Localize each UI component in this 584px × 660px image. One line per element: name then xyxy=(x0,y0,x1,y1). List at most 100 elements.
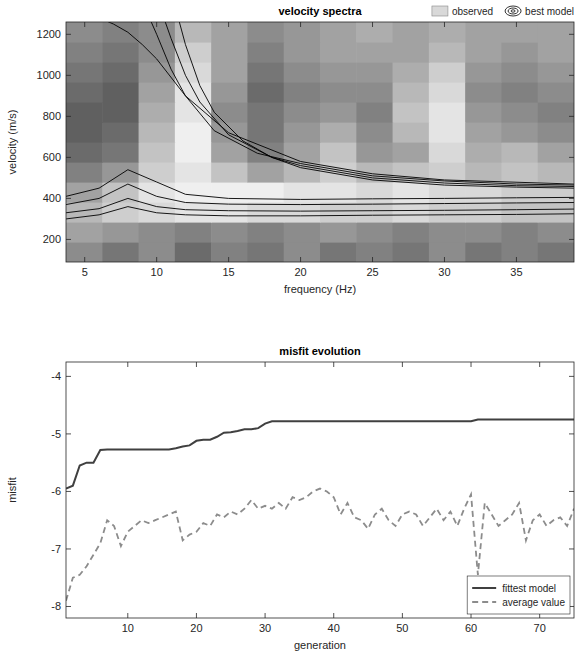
heatmap-cell xyxy=(320,82,357,103)
legend-label: average value xyxy=(502,597,565,608)
heatmap-cell xyxy=(393,142,430,163)
heatmap-cell xyxy=(211,62,248,83)
contour-line xyxy=(66,198,574,212)
y-tick xyxy=(569,376,574,377)
x-tick xyxy=(300,22,301,27)
heatmap-cell xyxy=(465,22,502,43)
plot-background xyxy=(66,22,574,262)
heatmap-cell xyxy=(356,142,393,163)
heatmap-cell xyxy=(66,122,103,143)
x-tick-label: 30 xyxy=(438,266,450,278)
x-tick xyxy=(228,22,229,27)
heatmap-cell xyxy=(284,122,321,143)
y-tick xyxy=(66,433,71,434)
x-tick xyxy=(84,22,85,27)
x-tick xyxy=(265,362,266,367)
heatmap-cell xyxy=(393,242,430,262)
heatmap-cell xyxy=(211,22,248,43)
heatmap-cell xyxy=(429,122,466,143)
y-tick-label: -6 xyxy=(51,485,61,497)
heatmap-cell xyxy=(393,22,430,43)
heatmap-cell xyxy=(284,242,321,262)
heatmap-cell xyxy=(102,122,139,143)
x-tick xyxy=(444,22,445,27)
x-tick xyxy=(156,22,157,27)
heatmap-cell xyxy=(356,202,393,223)
plot-area xyxy=(66,420,574,601)
x-tick xyxy=(444,257,445,262)
heatmap-cell xyxy=(284,202,321,223)
heatmap-cell xyxy=(501,102,538,123)
heatmap-cell xyxy=(211,42,248,63)
x-tick xyxy=(372,22,373,27)
heatmap-cell xyxy=(465,202,502,223)
heatmap-cell xyxy=(429,202,466,223)
y-tick-label: 1000 xyxy=(37,69,61,81)
heatmap-cell xyxy=(66,42,103,63)
axes-frame xyxy=(66,362,574,618)
heatmap-cell xyxy=(139,162,176,183)
y-tick xyxy=(66,239,71,240)
heatmap-cell xyxy=(284,22,321,43)
heatmap-cell xyxy=(320,42,357,63)
heatmap-cell xyxy=(393,102,430,123)
x-tick-label: 35 xyxy=(510,266,522,278)
heatmap-cell xyxy=(247,222,284,243)
heatmap-cell xyxy=(538,102,574,123)
legend-swatch xyxy=(505,6,521,16)
heatmap-cell xyxy=(538,162,574,183)
heatmap-cell xyxy=(211,182,248,203)
heatmap-cell xyxy=(320,62,357,83)
heatmap-cell xyxy=(211,202,248,223)
heatmap-cell xyxy=(465,122,502,143)
heatmap-cell xyxy=(211,162,248,183)
x-tick xyxy=(516,22,517,27)
x-axis-title: generation xyxy=(294,639,346,651)
heatmap-cell xyxy=(465,62,502,83)
x-tick xyxy=(300,257,301,262)
x-tick xyxy=(516,257,517,262)
heatmap-cell xyxy=(501,202,538,223)
heatmap-cell xyxy=(211,102,248,123)
heatmap-cell xyxy=(356,242,393,262)
heatmap-cell xyxy=(356,102,393,123)
y-tick xyxy=(66,34,71,35)
heatmap-cell xyxy=(429,82,466,103)
heatmap-cell xyxy=(538,122,574,143)
x-tick-label: 20 xyxy=(190,622,202,634)
x-tick xyxy=(127,362,128,367)
x-tick-label: 50 xyxy=(396,622,408,634)
y-tick xyxy=(66,548,71,549)
x-tick xyxy=(156,257,157,262)
heatmap-cell xyxy=(284,162,321,183)
heatmap-cell xyxy=(139,242,176,262)
chart-title: velocity spectra xyxy=(278,5,362,17)
x-tick xyxy=(471,362,472,367)
heatmap-cell xyxy=(102,182,139,203)
x-axis-title: frequency (Hz) xyxy=(284,283,356,295)
heatmap-cell xyxy=(247,102,284,123)
legend-label: best model xyxy=(525,6,574,17)
heatmap-cell xyxy=(393,122,430,143)
chart-title: misfit evolution xyxy=(279,345,361,357)
contour-line xyxy=(164,22,574,187)
contour-line xyxy=(66,184,574,205)
heatmap-cell xyxy=(284,62,321,83)
x-tick-label: 5 xyxy=(82,266,88,278)
y-tick xyxy=(66,116,71,117)
heatmap-cell xyxy=(501,142,538,163)
heatmap-cell xyxy=(247,82,284,103)
heatmap-cell xyxy=(284,102,321,123)
heatmap-cell xyxy=(538,222,574,243)
y-tick xyxy=(569,548,574,549)
heatmap-cell xyxy=(175,162,212,183)
x-tick xyxy=(228,257,229,262)
heatmap-cell xyxy=(175,122,212,143)
heatmap-cell xyxy=(102,62,139,83)
legend-label: fittest model xyxy=(502,583,556,594)
heatmap-cell xyxy=(320,222,357,243)
y-tick xyxy=(569,75,574,76)
legend-swatch xyxy=(511,10,515,12)
plot-area xyxy=(66,22,574,262)
legend-box xyxy=(467,576,570,614)
